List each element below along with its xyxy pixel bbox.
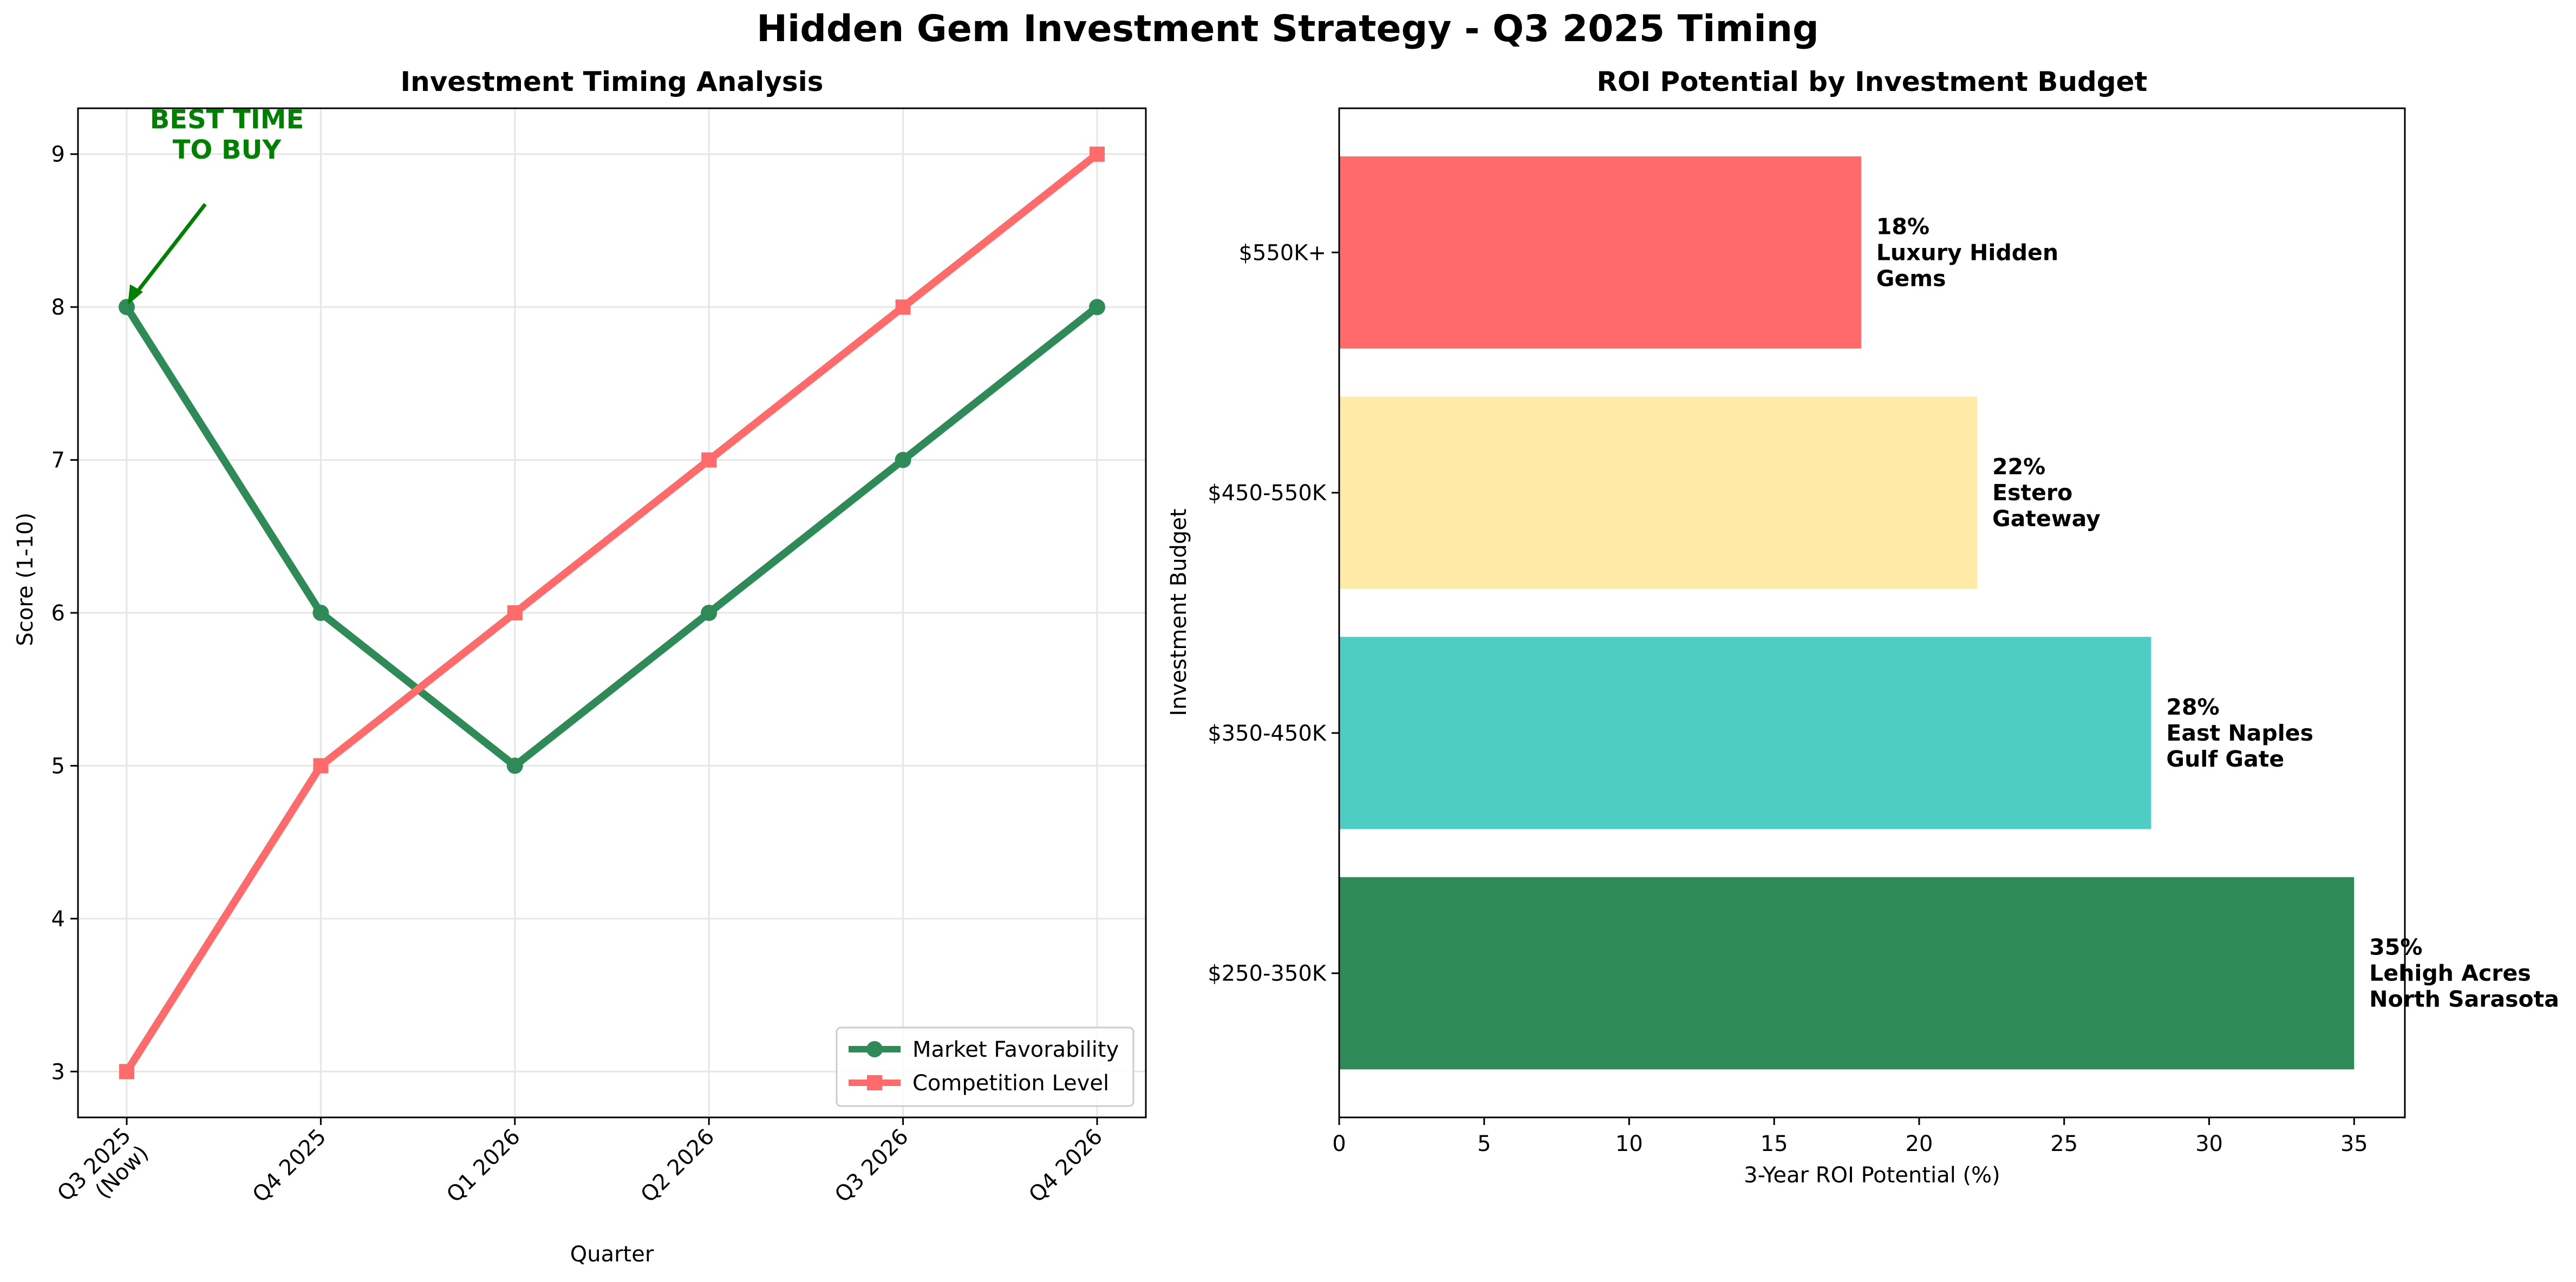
timing-y-axis-label: Score (1-10)	[13, 513, 38, 646]
legend-marker	[866, 1041, 883, 1057]
data-point-marker	[119, 299, 135, 316]
y-tick-label: $550K+	[1238, 240, 1326, 265]
y-tick-label: $250-350K	[1208, 961, 1327, 986]
data-point-marker	[506, 757, 523, 774]
legend-marker	[867, 1075, 882, 1090]
bar-data-label: 28% East Naples Gulf Gate	[2166, 694, 2313, 772]
y-tick-label: 6	[51, 601, 65, 626]
data-point-marker	[895, 299, 911, 315]
y-tick-label: 4	[51, 907, 65, 932]
annotation-label: BEST TIME TO BUY	[150, 104, 304, 165]
roi-ticks: $250-350K $350-450K $450-550K $550K+ 0 5 10 15 2…	[1208, 240, 2368, 1156]
y-tick-label: 8	[51, 295, 65, 320]
roi-y-axis-label: Investment Budget	[1166, 508, 1191, 716]
x-tick-label: 15	[1760, 1131, 1788, 1156]
x-tick-label: 35	[2340, 1131, 2368, 1156]
y-tick-label: $350-450K	[1208, 721, 1327, 746]
series-line	[123, 150, 1101, 1076]
annotation-arrow-shaft	[131, 203, 207, 300]
x-tick-label: 20	[1906, 1131, 1933, 1156]
y-tick-label: 3	[51, 1059, 65, 1084]
bar	[1339, 156, 1861, 349]
timing-series	[119, 146, 1105, 1080]
roi-data-labels: 35% Lehigh Acres North Sarasota 28% East Nap…	[1876, 213, 2559, 1012]
bar	[1339, 877, 2355, 1070]
roi-chart: ROI Potential by Investment Budget 3-Yea…	[1166, 66, 2559, 1188]
x-tick-label: 10	[1615, 1131, 1643, 1156]
data-point-marker	[312, 605, 329, 621]
y-tick-label: 7	[51, 448, 65, 473]
timing-annotation: BEST TIME TO BUY	[128, 104, 304, 305]
legend-box	[836, 1026, 1134, 1107]
roi-chart-title: ROI Potential by Investment Budget	[1597, 66, 2148, 97]
data-point-marker	[1089, 299, 1105, 316]
bar-data-label: 18% Luxury Hidden Gems	[1876, 213, 2058, 291]
figure-title: Hidden Gem Investment Strategy - Q3 2025…	[757, 8, 1819, 50]
bar	[1339, 637, 2151, 829]
data-point-marker	[1090, 146, 1105, 162]
bar-data-label: 22% Estero Gateway	[1992, 454, 2101, 532]
x-tick-label: 25	[2050, 1131, 2078, 1156]
series-line	[123, 303, 1101, 770]
x-tick-label: 30	[2195, 1131, 2223, 1156]
roi-x-axis-label: 3-Year ROI Potential (%)	[1744, 1163, 2000, 1188]
legend-label: Market Favorability	[912, 1037, 1119, 1062]
data-point-marker	[701, 605, 718, 621]
bar-data-label: 35% Lehigh Acres North Sarasota	[2369, 934, 2559, 1012]
timing-chart-title: Investment Timing Analysis	[401, 66, 824, 97]
data-point-marker	[507, 605, 523, 620]
annotation-arrow-head	[128, 284, 143, 305]
roi-bars	[1339, 156, 2355, 1070]
timing-legend: Market Favorability Competition Level	[836, 1026, 1134, 1107]
y-tick-label: 5	[51, 754, 65, 779]
x-tick-label: 5	[1477, 1131, 1491, 1156]
timing-x-axis-label: Quarter	[570, 1242, 654, 1267]
data-point-marker	[895, 452, 911, 468]
legend-label: Competition Level	[912, 1071, 1109, 1096]
bar	[1339, 396, 1978, 589]
y-tick-label: 9	[51, 142, 65, 167]
data-point-marker	[313, 758, 329, 774]
roi-plot-frame	[1338, 107, 2406, 1119]
timing-plot-frame	[77, 107, 1147, 1119]
data-point-marker	[701, 452, 717, 468]
y-tick-label: $450-550K	[1208, 481, 1327, 506]
data-point-marker	[119, 1064, 134, 1080]
x-tick-label: 0	[1332, 1131, 1346, 1156]
